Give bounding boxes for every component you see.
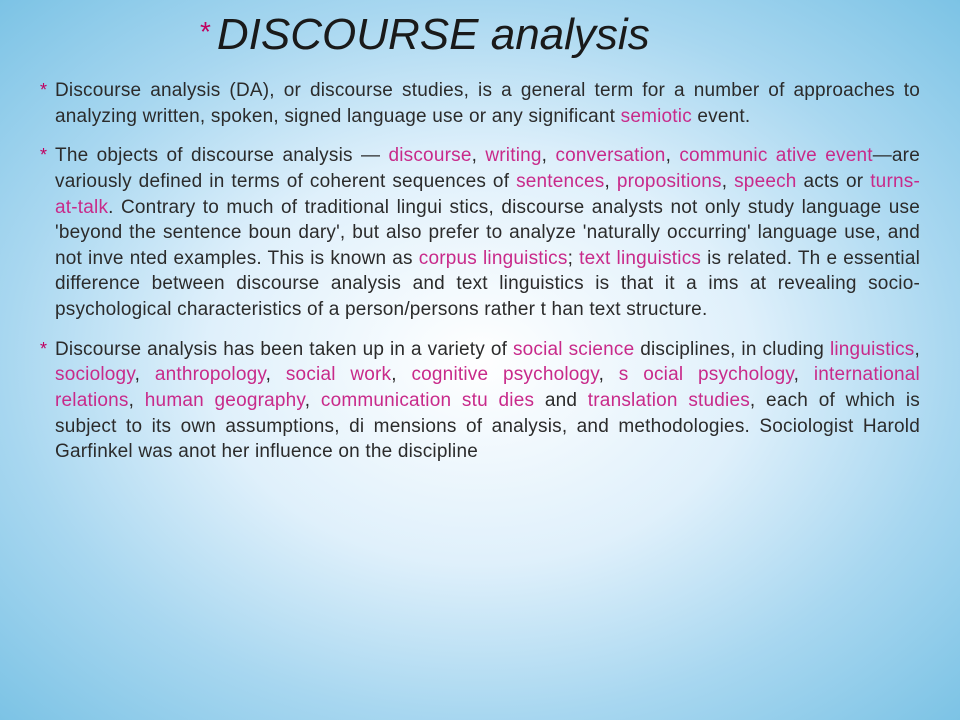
bullet-item: * Discourse analysis (DA), or discourse s…: [40, 78, 920, 129]
bullet-text: Discourse analysis has been taken up in …: [55, 337, 920, 465]
title-bullet-icon: *: [200, 16, 211, 48]
bullet-text: The objects of discourse analysis — disc…: [55, 143, 920, 322]
asterisk-icon: *: [40, 145, 47, 166]
asterisk-icon: *: [40, 80, 47, 101]
bullet-item: * Discourse analysis has been taken up in…: [40, 337, 920, 465]
asterisk-icon: *: [40, 339, 47, 360]
bullet-item: * The objects of discourse analysis — dis…: [40, 143, 920, 322]
slide-container: * DISCOURSE analysis * Discourse analysis…: [0, 0, 960, 499]
title-row: * DISCOURSE analysis: [200, 10, 920, 60]
body: * Discourse analysis (DA), or discourse s…: [40, 78, 920, 465]
bullet-text: Discourse analysis (DA), or discourse st…: [55, 78, 920, 129]
slide-title: DISCOURSE analysis: [217, 10, 650, 60]
